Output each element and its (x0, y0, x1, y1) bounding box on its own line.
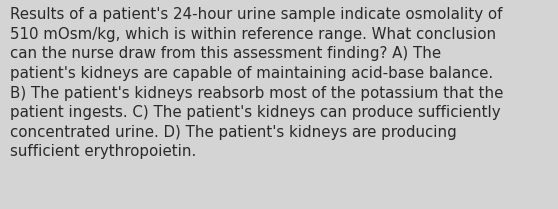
Text: Results of a patient's 24-hour urine sample indicate osmolality of
510 mOsm/kg, : Results of a patient's 24-hour urine sam… (10, 7, 503, 159)
